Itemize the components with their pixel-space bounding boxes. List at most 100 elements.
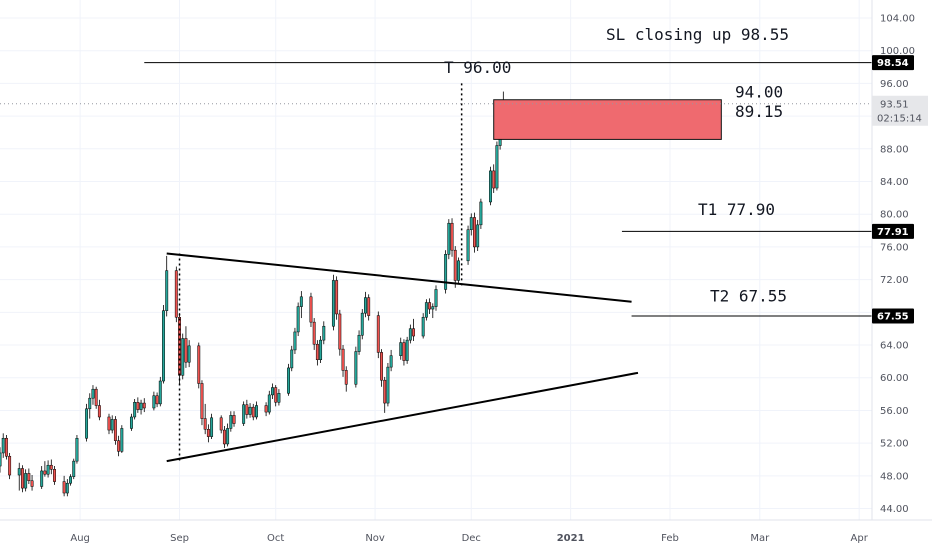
candle-body <box>335 280 339 315</box>
candle-body <box>331 280 335 327</box>
candle-body <box>17 468 21 476</box>
t2-tag-bg <box>872 308 914 324</box>
price-tick-label: 100.00 <box>880 46 915 57</box>
price-tick-label: 76.00 <box>880 242 909 253</box>
candles <box>0 91 505 497</box>
candle-body <box>20 468 24 489</box>
candle-body <box>219 417 223 431</box>
candle-body <box>264 405 268 413</box>
candle-body <box>139 402 143 410</box>
candle-body <box>367 297 371 316</box>
candle-body <box>245 404 249 415</box>
candle-body <box>357 334 361 352</box>
candle-body <box>287 367 290 394</box>
candle-body <box>30 480 34 487</box>
candle-body <box>444 254 448 290</box>
time-tick-label: Sep <box>170 533 189 544</box>
price-axis-background <box>872 0 932 520</box>
time-tick-label: Feb <box>661 533 679 544</box>
countdown-tag: 02:15:14 <box>877 113 922 124</box>
candle-body <box>299 296 303 307</box>
candle-body <box>399 342 403 356</box>
price-tick-label: 72.00 <box>880 275 909 286</box>
candle-body <box>88 397 92 410</box>
candle-body <box>315 343 319 360</box>
candle-body <box>344 370 348 385</box>
candle-body <box>43 470 47 475</box>
candle-body <box>424 302 428 318</box>
candle-body <box>434 289 438 307</box>
candle-body <box>389 355 393 368</box>
candle-body <box>421 316 425 337</box>
time-tick-label: Oct <box>267 533 284 544</box>
price-tags: 98.54 77.91 67.55 93.51 02:15:14 <box>872 55 928 324</box>
candle-body <box>341 348 345 371</box>
candle-body <box>85 408 89 439</box>
candle-body <box>107 416 111 431</box>
candle-body <box>206 428 210 437</box>
zone-bottom-label: 89.15 <box>735 102 783 121</box>
candle-body <box>267 394 271 413</box>
candle-body <box>165 270 169 311</box>
candle-body <box>178 316 181 376</box>
candle-body <box>184 338 188 363</box>
candle-body <box>210 417 214 437</box>
time-axis[interactable]: Aug Sep Oct Nov Dec 2021 Feb Mar Apr <box>0 519 932 550</box>
candle-body <box>158 380 162 405</box>
candle-body <box>431 306 435 310</box>
stop-loss-label: SL closing up 98.55 <box>606 25 789 44</box>
candle-body <box>274 387 278 403</box>
candle-body <box>402 342 406 361</box>
candle-body <box>53 469 56 482</box>
candle-body <box>24 473 28 489</box>
time-tick-label: 2021 <box>557 533 585 544</box>
candle-body <box>428 302 432 310</box>
candle-body <box>383 379 387 404</box>
candle-body <box>187 345 191 363</box>
candle-body <box>473 217 476 248</box>
candle-body <box>197 345 201 384</box>
candle-body <box>65 482 69 494</box>
candle-body <box>296 306 300 333</box>
price-tick-label: 96.00 <box>880 79 909 90</box>
candle-body <box>271 387 274 396</box>
candle-body <box>319 339 323 360</box>
candle-body <box>97 405 101 418</box>
candle-body <box>91 388 95 399</box>
candle-body <box>479 201 483 226</box>
candle-body <box>129 416 133 429</box>
candle-body <box>492 170 496 189</box>
candle-body <box>162 310 165 382</box>
candle-body <box>251 406 255 418</box>
candle-body <box>181 338 185 376</box>
candle-body <box>360 312 364 336</box>
candle-body <box>200 383 204 419</box>
candle-body <box>476 224 480 248</box>
triangle-lower-line <box>166 371 639 463</box>
t1-tag: 77.91 <box>877 227 909 238</box>
candle-body <box>226 428 230 445</box>
time-tick-label: Nov <box>365 533 385 544</box>
candle-body <box>222 429 226 445</box>
candle-body <box>495 145 499 189</box>
price-tick-label: 44.00 <box>880 504 909 515</box>
price-axis[interactable]: 104.00100.0096.0092.0088.0084.0080.0076.… <box>871 0 932 520</box>
candle-body <box>338 313 342 350</box>
candle-body <box>290 349 294 369</box>
candle-body <box>174 270 178 318</box>
candle-body <box>255 405 258 418</box>
price-tick-label: 88.00 <box>880 144 909 155</box>
price-tick-label: 60.00 <box>880 373 909 384</box>
candle-body <box>376 315 380 353</box>
zone-top-label: 94.00 <box>735 82 783 101</box>
price-tick-label: 48.00 <box>880 471 909 482</box>
candle-body <box>113 419 117 441</box>
candle-body <box>8 455 12 476</box>
drawings <box>0 62 872 463</box>
candle-body <box>248 406 252 415</box>
candle-body <box>450 222 454 251</box>
candle-body <box>27 473 31 482</box>
